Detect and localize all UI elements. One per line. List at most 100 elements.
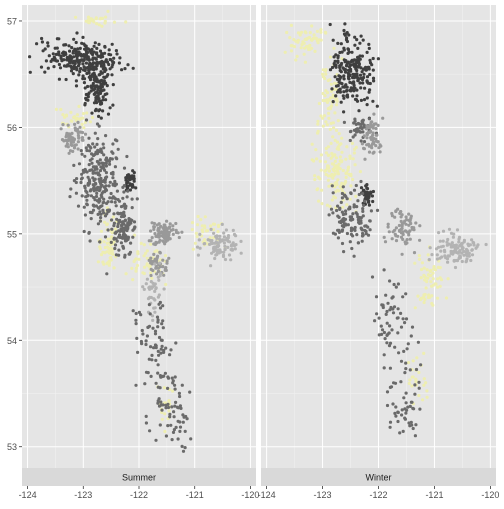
data-point <box>81 62 85 66</box>
data-point <box>400 252 404 256</box>
data-point <box>100 191 104 195</box>
data-point <box>344 175 348 179</box>
data-point <box>152 346 156 350</box>
data-point <box>155 272 159 276</box>
data-point <box>183 446 187 450</box>
data-point <box>396 419 400 424</box>
data-point <box>344 171 348 175</box>
data-point <box>318 159 322 163</box>
data-point <box>144 282 148 286</box>
data-point <box>152 227 156 231</box>
data-point <box>233 247 237 251</box>
data-point <box>386 225 390 229</box>
data-point <box>425 268 429 272</box>
data-point <box>337 162 341 166</box>
data-point <box>383 240 388 244</box>
data-point <box>121 220 125 224</box>
data-point <box>66 123 70 127</box>
data-point <box>329 89 333 93</box>
data-point <box>419 267 424 272</box>
data-point <box>89 75 93 79</box>
data-point <box>124 226 128 230</box>
data-point <box>119 241 123 245</box>
data-point <box>388 420 393 424</box>
data-point <box>82 126 86 130</box>
data-point <box>384 293 388 297</box>
data-point <box>158 238 162 242</box>
x-tick-label: -120 <box>481 490 499 500</box>
data-point <box>114 237 118 241</box>
data-point <box>223 244 227 248</box>
data-point <box>444 256 448 260</box>
data-point <box>99 70 103 74</box>
data-point <box>418 224 422 228</box>
data-point <box>97 42 101 47</box>
data-point <box>206 238 210 242</box>
data-point <box>196 214 200 219</box>
data-point <box>416 294 420 298</box>
data-point <box>104 134 108 138</box>
data-point <box>194 231 198 235</box>
data-point <box>218 237 222 241</box>
data-point <box>209 264 213 268</box>
data-point <box>114 49 118 53</box>
data-point <box>234 234 238 238</box>
data-point <box>148 295 152 299</box>
data-point <box>422 295 426 299</box>
data-point <box>75 31 79 35</box>
data-point <box>224 228 228 232</box>
data-point <box>142 287 146 291</box>
data-point <box>343 222 347 226</box>
data-point <box>321 124 325 128</box>
data-point <box>325 123 329 127</box>
data-point <box>454 243 458 247</box>
data-point <box>162 273 166 277</box>
data-point <box>164 434 168 438</box>
data-point <box>352 203 356 207</box>
data-point <box>68 49 72 53</box>
data-point <box>339 160 343 164</box>
data-point <box>229 248 233 252</box>
data-point <box>394 209 398 214</box>
data-point <box>304 45 308 49</box>
data-point <box>418 407 422 411</box>
data-point <box>470 248 474 252</box>
data-point <box>394 226 398 230</box>
data-point <box>356 55 360 59</box>
data-point <box>91 52 95 57</box>
data-point <box>76 64 81 68</box>
data-point <box>350 141 354 145</box>
data-point <box>200 224 204 228</box>
data-point <box>449 231 454 235</box>
data-point <box>400 413 404 417</box>
data-point <box>67 151 71 155</box>
data-point <box>331 135 335 139</box>
data-point <box>64 113 68 117</box>
data-point <box>374 126 378 131</box>
data-point <box>439 245 443 249</box>
data-point <box>167 409 171 413</box>
data-point <box>364 65 368 69</box>
data-point <box>362 98 367 102</box>
data-point <box>362 203 366 207</box>
data-point <box>95 186 99 191</box>
data-point <box>162 234 166 238</box>
data-point <box>323 160 328 164</box>
data-point <box>128 188 132 192</box>
data-point <box>88 189 92 193</box>
data-point <box>126 189 130 193</box>
data-point <box>117 212 121 216</box>
data-point <box>373 319 377 323</box>
data-point <box>111 60 115 64</box>
data-point <box>430 284 434 288</box>
data-point <box>180 383 184 387</box>
data-point <box>199 218 203 222</box>
data-point <box>122 184 126 188</box>
data-point <box>342 120 346 124</box>
data-point <box>107 259 111 263</box>
data-point <box>99 212 103 216</box>
data-point <box>446 260 450 264</box>
data-point <box>317 101 321 106</box>
data-point <box>203 242 207 246</box>
data-point <box>387 344 392 348</box>
